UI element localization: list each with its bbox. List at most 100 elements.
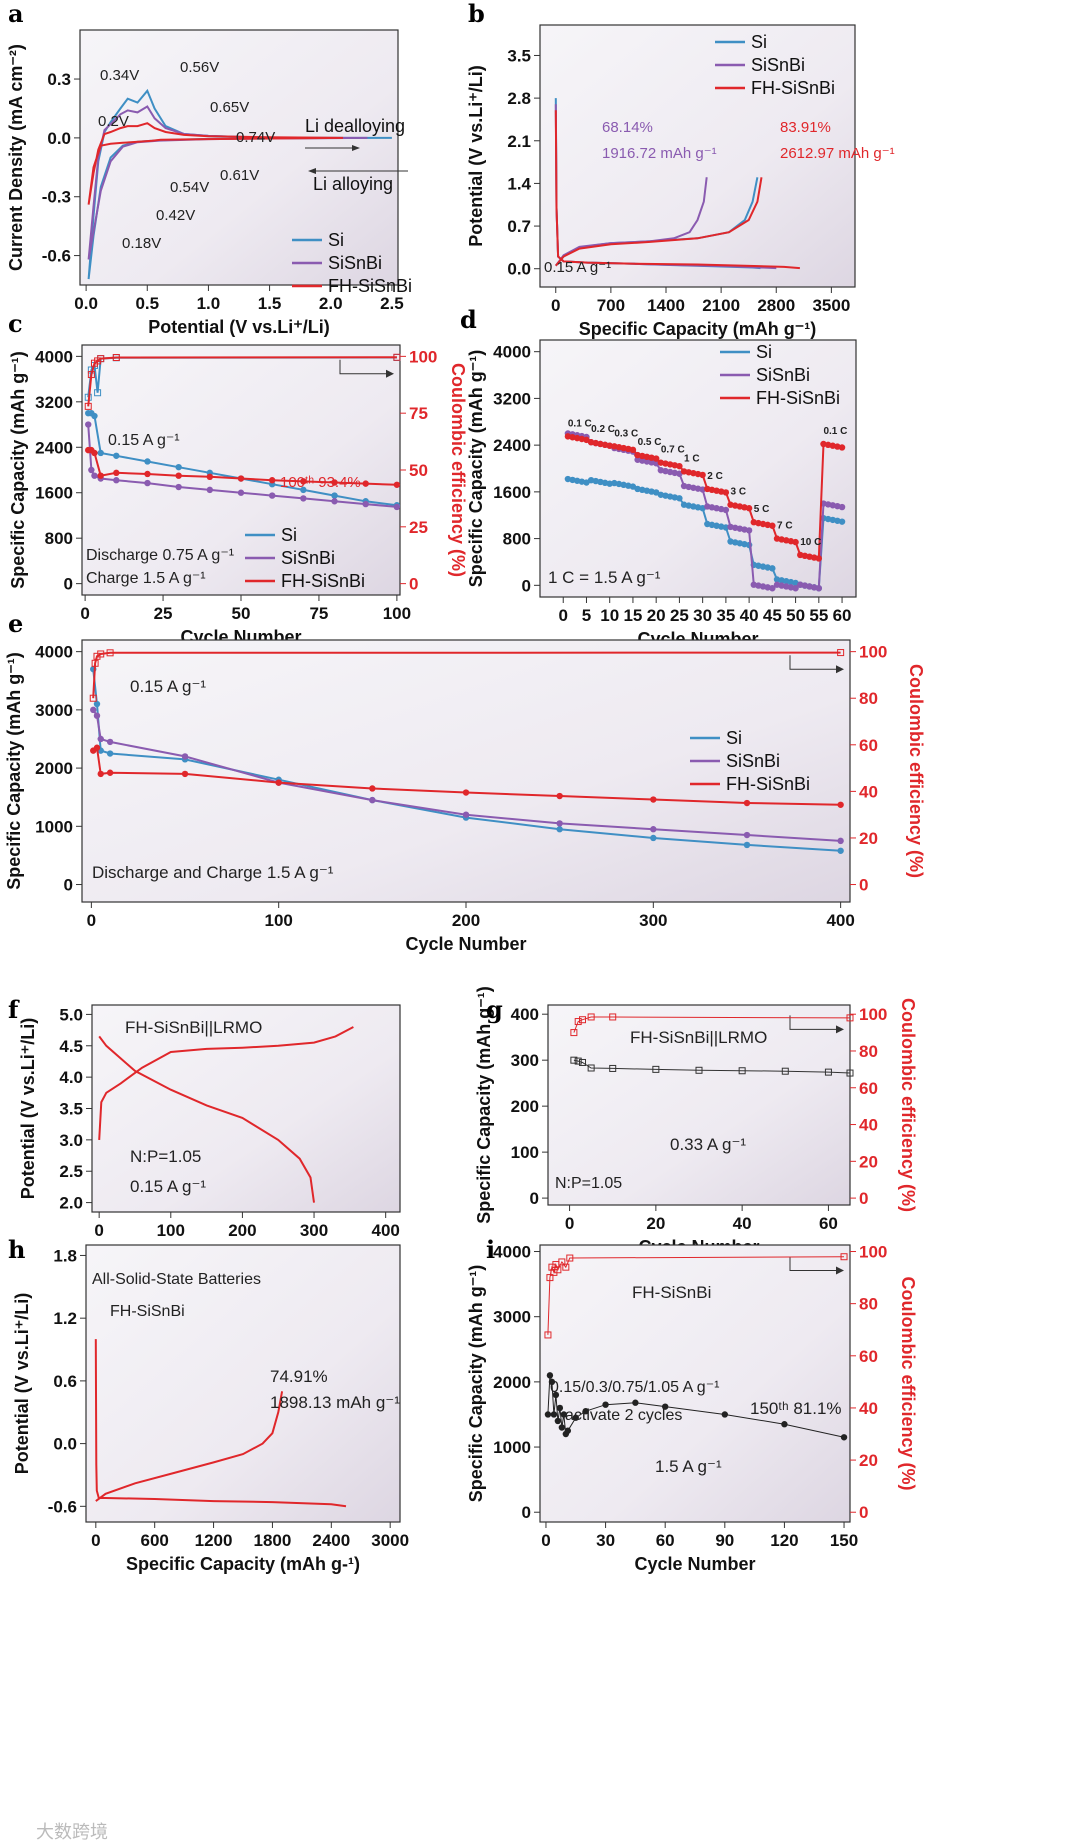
x-tick-label: 200: [228, 1221, 256, 1240]
x-tick-label: 0: [94, 1221, 103, 1240]
series-line-Si: [92, 668, 841, 852]
plot-area: [539, 1244, 851, 1523]
x-tick-label: 2.5: [380, 294, 404, 313]
data-point: [106, 649, 114, 657]
data-point: [113, 452, 120, 459]
y-tick-label: 1.8: [53, 1246, 77, 1265]
x-tick-label: 1800: [254, 1531, 292, 1550]
x-tick-label: 0: [559, 606, 568, 625]
rate-label: 3 C: [731, 487, 747, 498]
data-point: [268, 492, 276, 499]
annotation: Discharge 0.75 A g⁻¹: [86, 547, 234, 564]
data-point: [837, 837, 844, 845]
x-tick-label: 0: [565, 1214, 574, 1233]
data-point: [564, 1427, 572, 1434]
x-tick-label: 0: [80, 604, 89, 623]
panel-letter: i: [486, 1235, 495, 1264]
data-point: [676, 495, 683, 502]
data-point: [206, 473, 214, 481]
rate-label: 0.7 C: [661, 445, 685, 456]
series-line-FH-SiSnBi: [87, 122, 344, 205]
x-tick-label: 40: [733, 1214, 752, 1233]
data-point: [652, 1065, 660, 1073]
y-tick-label: 3200: [493, 389, 531, 408]
data-point: [574, 1057, 582, 1065]
data-point: [769, 585, 776, 592]
annotation: 100ᵗʰ 93.4%: [280, 474, 361, 491]
data-point: [331, 479, 338, 486]
x-tick-label: 120: [770, 1531, 798, 1550]
data-point: [632, 1399, 639, 1406]
data-point: [838, 518, 846, 525]
x-tick-label: 300: [639, 911, 667, 930]
data-point: [837, 649, 845, 657]
x-tick-label: 100: [264, 911, 292, 930]
y2-tick-label: 40: [859, 1116, 878, 1135]
x-tick-label: 2100: [702, 296, 740, 315]
annotation: 0.18V: [122, 235, 161, 252]
legend-item: FH-SiSnBi: [328, 276, 412, 296]
data-point: [88, 466, 95, 474]
y-axis-label: Specific Capacity (mAh g⁻¹): [8, 351, 28, 589]
x-tick-label: 40: [740, 606, 759, 625]
x-tick-label: 700: [597, 296, 625, 315]
data-point: [629, 446, 637, 454]
legend-item: Si: [751, 32, 767, 52]
y2-axis-label: Coulombic efficiency (%): [906, 664, 926, 878]
y-axis-label: Specific Capacity (mAh g⁻¹): [474, 986, 494, 1224]
rate-label: 1 C: [684, 453, 700, 464]
y-tick-label: 1.2: [53, 1309, 77, 1328]
y-axis-label: Potential (V vs.Li⁺/Li): [12, 1293, 32, 1475]
data-point: [144, 458, 151, 465]
y2-tick-label: 100: [859, 1243, 887, 1262]
data-point: [652, 460, 660, 467]
annotation: 83.91%: [780, 119, 831, 136]
x-tick-label: 1200: [195, 1531, 233, 1550]
panel-e: 0 100 200 300 400010002000300040000204060801…: [4, 639, 926, 954]
annotation: 1898.13 mAh g⁻¹: [270, 1393, 400, 1412]
data-point: [579, 1058, 587, 1066]
y-tick-label: 300: [511, 1051, 539, 1070]
data-point: [824, 1068, 832, 1076]
rate-label: 0.1 C: [568, 418, 592, 429]
x-tick-label: 200: [452, 911, 480, 930]
data-point: [556, 820, 563, 827]
data-point: [676, 462, 683, 470]
annotation: 0.15 A g⁻¹: [108, 432, 180, 449]
data-point: [91, 659, 99, 667]
data-point: [206, 486, 214, 494]
x-tick-label: 15: [623, 606, 642, 625]
data-point: [699, 486, 706, 493]
y-axis-label: Specific Capacity (mAh g⁻¹): [466, 1265, 486, 1503]
y2-axis-label: Coulombic efficiency (%): [448, 363, 468, 577]
y2-axis-label: Coulombic efficiency (%): [898, 998, 918, 1212]
data-point: [550, 1411, 558, 1418]
data-point: [846, 1069, 854, 1077]
annotation: 150ᵗʰ 81.1%: [750, 1399, 842, 1418]
data-point: [582, 1408, 589, 1415]
legend-item: Si: [328, 230, 344, 250]
data-point: [722, 489, 730, 496]
data-point: [93, 744, 101, 751]
data-point: [566, 1254, 574, 1262]
data-point: [97, 355, 105, 363]
data-point: [699, 471, 706, 479]
x-tick-label: 2800: [757, 296, 795, 315]
y-tick-label: 1000: [493, 1438, 531, 1457]
panel-b: 0 700 1400 2100 2800 3500 0.0 0.7 1.4 2.1 2.8 3.5 Sp…: [466, 24, 895, 339]
x-tick-label: 25: [154, 604, 173, 623]
y-tick-label: 400: [511, 1005, 539, 1024]
data-point: [609, 1013, 617, 1021]
y-tick-label: 3.5: [59, 1100, 83, 1119]
panel-f: 01002003004002.02.53.03.54.04.55.0Specif…: [18, 1004, 401, 1264]
data-point: [587, 1064, 595, 1072]
data-point: [722, 506, 730, 514]
x-tick-label: 45: [763, 606, 782, 625]
data-point: [181, 770, 189, 778]
series-line-FH-SiSnBi: [92, 745, 841, 806]
y-tick-label: 3.0: [59, 1131, 83, 1150]
annotation: N:P=1.05: [555, 1175, 622, 1192]
y2-tick-label: 80: [859, 1295, 878, 1314]
y2-tick-label: 80: [859, 689, 878, 708]
x-tick-label: 0: [87, 911, 96, 930]
